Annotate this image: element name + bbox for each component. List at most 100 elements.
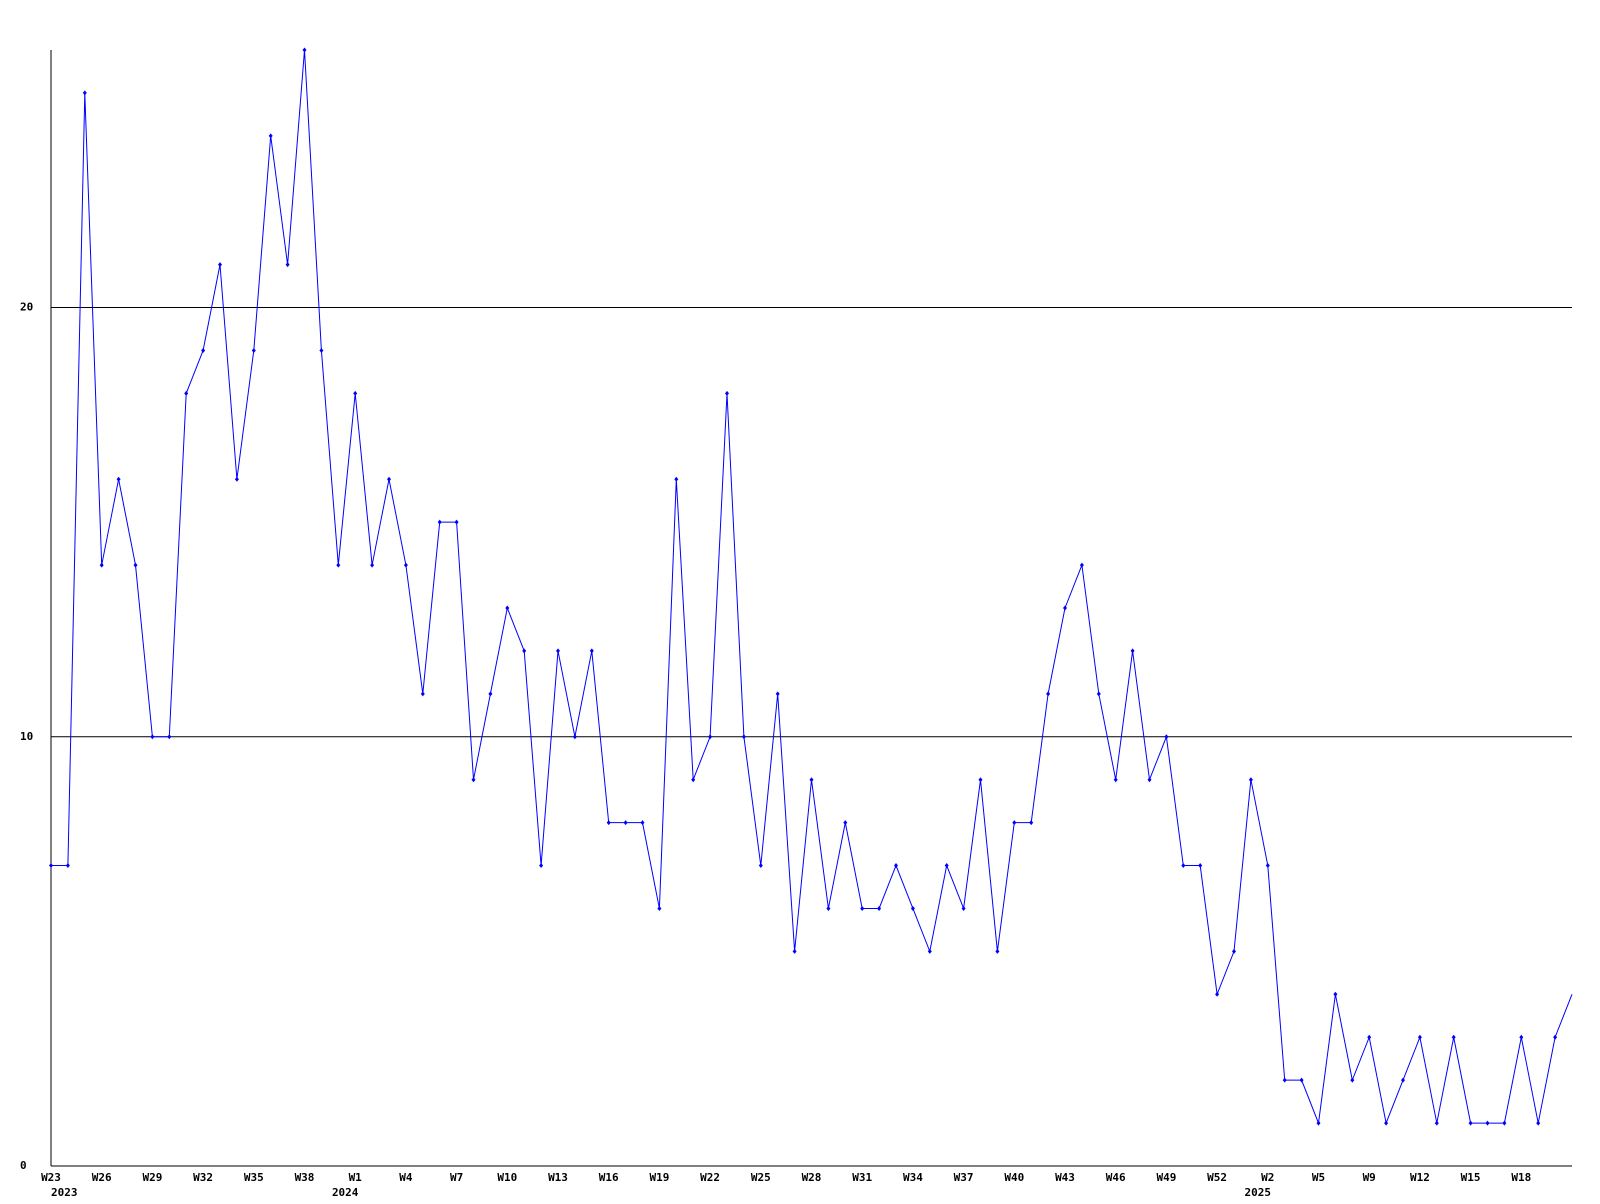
data-point [1299,1077,1304,1083]
x-tick-label: W5 [1312,1171,1325,1184]
data-point [539,863,544,869]
data-point [1198,863,1203,869]
data-point [1468,1120,1473,1126]
data-point [251,347,256,353]
data-point [353,390,358,396]
data-point [894,863,898,869]
data-point [606,820,611,826]
data-point [556,648,560,654]
x-tick-label: W4 [399,1171,413,1184]
data-point [944,863,949,869]
data-point [1232,948,1236,954]
data-point [336,562,341,568]
x-tick-label: W40 [1004,1171,1024,1184]
data-point [454,519,459,525]
data-point [488,691,493,697]
x-tick-label: W2 [1261,1171,1274,1184]
data-point [82,90,87,96]
data-point [370,562,375,568]
x-tick-label: W26 [92,1171,112,1184]
data-point [1130,648,1135,654]
x-tick-label: W22 [700,1171,720,1184]
data-point [843,820,848,826]
x-tick-label: W28 [802,1171,822,1184]
data-point [691,777,696,783]
data-point [572,734,577,740]
data-point [657,905,662,911]
x-tick-label: W29 [142,1171,162,1184]
data-point [184,390,189,396]
x-tick-label: W15 [1461,1171,1481,1184]
data-point [1029,820,1034,826]
data-point [758,863,763,869]
data-point [826,905,831,911]
data-point [1164,734,1169,740]
data-point [1316,1120,1321,1126]
data-point [1079,562,1084,568]
x-tick-label: W7 [450,1171,463,1184]
x-tick-label: W19 [649,1171,669,1184]
data-point [877,905,882,911]
data-point [1012,820,1017,826]
data-point [741,734,746,740]
x-tick-label: W52 [1207,1171,1227,1184]
data-point [1536,1120,1541,1126]
data-point [1113,777,1118,783]
x-tick-label: W18 [1511,1171,1531,1184]
data-point [1063,605,1067,611]
data-point [1485,1120,1490,1126]
data-point [99,562,104,568]
data-point [927,948,932,954]
data-point [116,476,121,482]
data-point [268,133,273,139]
x-tick-label: W12 [1410,1171,1430,1184]
data-point [1553,1034,1558,1040]
x-tick-label: W32 [193,1171,213,1184]
data-point [420,691,425,697]
data-point [1384,1120,1389,1126]
x-tick-label: W49 [1156,1171,1176,1184]
data-point [1265,863,1270,869]
x-tick-label: W43 [1055,1171,1075,1184]
series-line [51,49,1573,1126]
data-point [1401,1077,1405,1083]
x-tick-label: W23 [41,1171,61,1184]
x-tick-label: W9 [1363,1171,1376,1184]
data-point [809,777,814,783]
data-point [1215,991,1220,997]
data-point [437,519,442,525]
data-point [623,820,628,826]
data-point [1451,1034,1456,1040]
y-tick-label: 0 [20,1159,27,1172]
data-point [65,863,70,869]
data-point [1502,1120,1507,1126]
data-point [49,863,53,869]
data-point [589,648,594,654]
x-tick-label: W1 [349,1171,363,1184]
x-tick-label: W34 [903,1171,923,1184]
data-point [1046,691,1051,697]
data-point [302,47,307,53]
data-point [725,390,729,396]
data-point [708,734,713,740]
y-tick-label: 20 [20,301,33,314]
year-label: 2023 [51,1186,78,1199]
data-point [1417,1034,1422,1040]
data-point [775,691,780,697]
x-tick-label: W31 [852,1171,872,1184]
data-point [674,476,679,482]
data-point [1282,1077,1287,1083]
x-tick-label: W35 [244,1171,264,1184]
data-point [792,948,797,954]
x-tick-label: W16 [599,1171,619,1184]
data-point [387,476,391,482]
data-point [505,605,510,611]
data-point [201,347,206,353]
data-point [1434,1120,1439,1126]
data-point [1519,1034,1524,1040]
x-tick-label: W46 [1106,1171,1126,1184]
data-point [995,948,1000,954]
x-tick-label: W38 [295,1171,315,1184]
